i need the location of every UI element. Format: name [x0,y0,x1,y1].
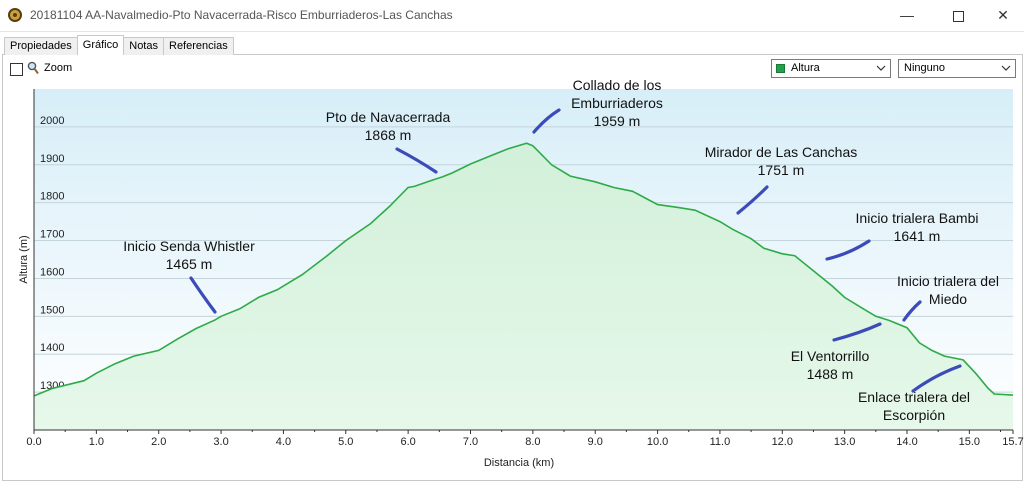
zoom-label: Zoom [44,62,73,74]
x-tick-label: 0.0 [26,436,41,448]
annotation-stroke [825,239,871,261]
y-axis-label: Altura (m) [18,235,30,283]
annotation-label: Miedo [929,291,967,307]
annotation-label: Enlace trialera del [858,389,970,405]
title-bar: 20181104 AA-Navalmedio-Pto Navacerrada-R… [0,0,1024,32]
close-button[interactable]: ✕ [997,7,1009,23]
annotation-label: Inicio Senda Whistler [123,238,255,254]
x-tick-label: 15.0 [959,436,980,448]
y-tick-label: 1800 [40,191,64,203]
annotation-stroke [832,322,882,342]
x-tick-label: 14.0 [896,436,917,448]
tab-notas[interactable]: Notas [123,37,164,55]
series-select[interactable]: Altura [771,59,891,78]
annotation-label: 1641 m [894,228,941,244]
annotation-stroke [902,300,922,322]
secondary-series-select[interactable]: Ninguno [898,59,1016,78]
series-select-value: Altura [791,62,820,74]
tab-strip: Propiedades Gráfico Notas Referencias [4,35,234,55]
annotation-label: 1959 m [594,113,641,129]
annotation-stroke [532,108,561,134]
x-tick-label: 11.0 [710,436,731,448]
x-tick-label: 7.0 [463,436,478,448]
chevron-down-icon [876,65,886,71]
elevation-area [34,143,1013,430]
annotation-label: 1751 m [758,162,805,178]
annotation-stroke [736,185,769,215]
annotation-label: Escorpión [883,407,945,423]
y-tick-label: 2000 [40,115,64,127]
x-tick-label: 8.0 [525,436,540,448]
x-tick-label: 3.0 [213,436,228,448]
magnifier-icon [27,61,39,75]
app-icon [8,8,22,22]
annotation-stroke [911,364,962,393]
maximize-icon [952,10,964,22]
window-title: 20181104 AA-Navalmedio-Pto Navacerrada-R… [30,8,453,22]
y-tick-label: 1400 [40,342,64,354]
x-tick-label: 15.7 [1002,436,1023,448]
elevation-line [33,142,1014,397]
annotation-stroke [189,276,217,314]
tab-referencias[interactable]: Referencias [163,37,234,55]
secondary-select-value: Ninguno [904,62,945,74]
x-tick-label: 6.0 [400,436,415,448]
x-tick-label: 1.0 [89,436,104,448]
annotation-label: 1868 m [365,127,412,143]
y-tick-label: 1600 [40,266,64,278]
maximize-button[interactable] [935,0,981,31]
annotation-stroke [395,147,438,174]
x-tick-label: 13.0 [834,436,855,448]
series-color-swatch [776,64,785,73]
x-axis-label: Distancia (km) [484,457,554,469]
y-tick-label: 1700 [40,229,64,241]
minimize-button[interactable]: — [900,7,914,23]
annotation-label: Mirador de Las Canchas [705,144,858,160]
tab-grafico[interactable]: Gráfico [76,35,125,55]
annotation-label: Collado de los [573,77,662,93]
annotation-label: Inicio trialera del [897,273,999,289]
y-tick-label: 1900 [40,153,64,165]
annotation-label: Emburriaderos [571,95,663,111]
chevron-down-icon [1001,65,1011,71]
annotation-label: 1488 m [807,366,854,382]
zoom-checkbox[interactable] [10,63,23,76]
x-tick-label: 9.0 [588,436,603,448]
x-tick-label: 5.0 [338,436,353,448]
y-tick-label: 1500 [40,304,64,316]
annotation-label: Pto de Navacerrada [326,109,451,125]
x-tick-label: 12.0 [772,436,793,448]
x-tick-label: 2.0 [151,436,166,448]
x-tick-label: 10.0 [647,436,668,448]
annotation-label: 1465 m [166,256,213,272]
x-tick-label: 4.0 [276,436,291,448]
annotation-label: El Ventorrillo [791,348,870,364]
annotation-label: Inicio trialera Bambi [856,210,979,226]
